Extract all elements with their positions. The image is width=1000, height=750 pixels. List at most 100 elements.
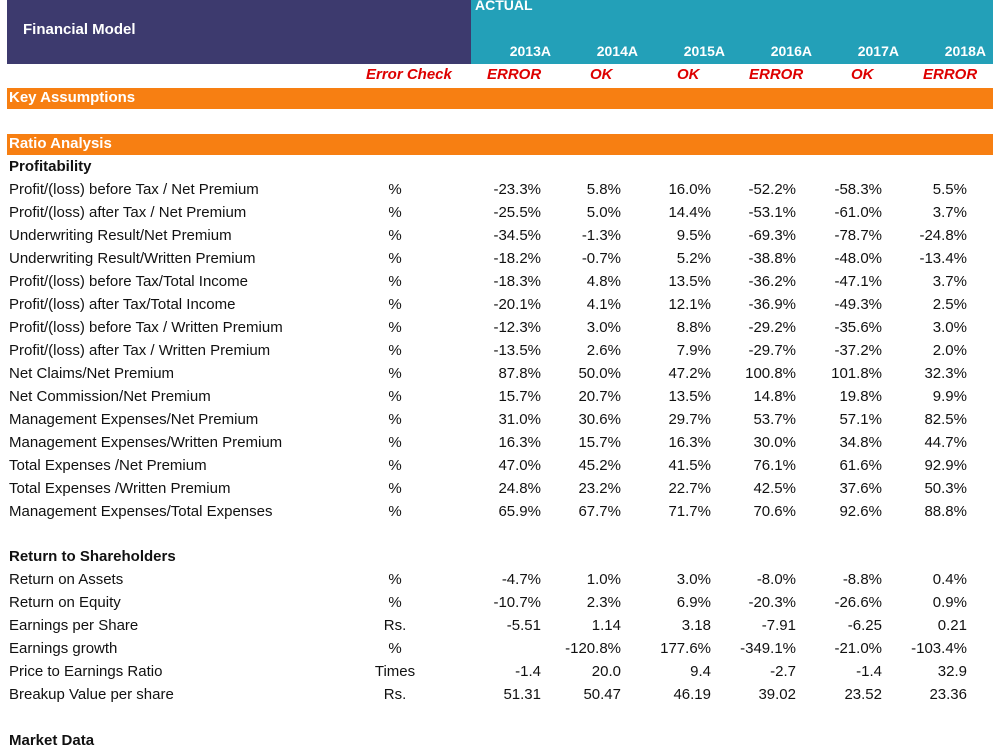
row-value: 9.4 bbox=[690, 663, 711, 680]
row-value: 92.9% bbox=[924, 457, 967, 474]
row-value: -103.4% bbox=[911, 640, 967, 657]
row-value: 8.8% bbox=[676, 319, 711, 336]
row-value: -49.3% bbox=[834, 296, 882, 313]
row-value: -12.3% bbox=[493, 319, 541, 336]
table-row: Profit/(loss) before Tax / Written Premi… bbox=[0, 317, 1000, 340]
row-value: 3.7% bbox=[932, 204, 967, 221]
table-row: Profit/(loss) after Tax/Total Income% -20… bbox=[0, 294, 1000, 317]
row-value: 2.5% bbox=[932, 296, 967, 313]
table-row: Profit/(loss) before Tax/Total Income% -1… bbox=[0, 271, 1000, 294]
row-value: -1.3% bbox=[581, 227, 621, 244]
row-value: -47.1% bbox=[834, 273, 882, 290]
table-row: Breakup Value per share Rs. 51.31 50.47 46.1… bbox=[0, 684, 1000, 707]
error-check-value: OK bbox=[590, 66, 613, 83]
table-row: Management Expenses/Total Expenses% 65.9%… bbox=[0, 501, 1000, 524]
row-value: 44.7% bbox=[924, 434, 967, 451]
row-value: -349.1% bbox=[740, 640, 796, 657]
table-row: Return on Assets% -4.7% 1.0% 3.0% -8.0% -8.8%… bbox=[0, 569, 1000, 592]
row-value: 0.9% bbox=[932, 594, 967, 611]
market-data-heading: Market Data bbox=[9, 732, 95, 749]
table-row: Management Expenses/Written Premium% 16.3… bbox=[0, 432, 1000, 455]
row-value: 15.7% bbox=[498, 388, 541, 405]
row-value: 5.2% bbox=[676, 250, 711, 267]
row-value: 4.1% bbox=[586, 296, 621, 313]
row-value: 92.6% bbox=[839, 503, 882, 520]
year-header: 2013A bbox=[509, 43, 551, 59]
row-value: 47.2% bbox=[668, 365, 711, 382]
row-unit: % bbox=[388, 365, 402, 382]
row-value: 0.4% bbox=[932, 571, 967, 588]
row-value: -21.0% bbox=[834, 640, 882, 657]
row-value: -48.0% bbox=[834, 250, 882, 267]
row-value: 32.3% bbox=[924, 365, 967, 382]
returns-heading: Return to Shareholders bbox=[9, 548, 176, 565]
row-value: 14.4% bbox=[668, 204, 711, 221]
row-value: -29.2% bbox=[748, 319, 796, 336]
actual-header-cell: ACTUAL 2013A 2014A 2015A 2016A 2017A 201… bbox=[471, 0, 993, 64]
ratio-analysis-label: Ratio Analysis bbox=[9, 135, 112, 152]
row-unit: % bbox=[388, 227, 402, 244]
row-label: Profit/(loss) after Tax/Total Income bbox=[9, 296, 236, 313]
year-header: 2017A bbox=[857, 43, 899, 59]
row-label: Return on Equity bbox=[9, 594, 121, 611]
year-header: 2015A bbox=[683, 43, 725, 59]
row-value: -78.7% bbox=[834, 227, 882, 244]
row-label: Total Expenses /Net Premium bbox=[9, 457, 207, 474]
year-header: 2018A bbox=[944, 43, 986, 59]
row-unit: Times bbox=[374, 663, 416, 680]
row-value: 5.8% bbox=[586, 181, 621, 198]
row-value: 9.5% bbox=[676, 227, 711, 244]
row-label: Breakup Value per share bbox=[9, 686, 174, 703]
row-value: 82.5% bbox=[924, 411, 967, 428]
row-unit: % bbox=[388, 571, 402, 588]
row-value: 50.0% bbox=[578, 365, 621, 382]
table-row: Net Claims/Net Premium% 87.8% 50.0% 47.2% 10… bbox=[0, 363, 1000, 386]
row-value: -5.51 bbox=[506, 617, 541, 634]
row-value: 1.0% bbox=[586, 571, 621, 588]
error-check-value: ERROR bbox=[923, 66, 978, 83]
error-check-value: ERROR bbox=[749, 66, 804, 83]
row-value: 29.7% bbox=[668, 411, 711, 428]
row-label: Profit/(loss) before Tax/Total Income bbox=[9, 273, 248, 290]
row-value: 177.6% bbox=[660, 640, 711, 657]
row-value: 76.1% bbox=[753, 457, 796, 474]
row-unit: % bbox=[388, 181, 402, 198]
row-value: -34.5% bbox=[493, 227, 541, 244]
row-value: 23.52 bbox=[844, 686, 882, 703]
row-unit: % bbox=[388, 273, 402, 290]
row-value: -13.5% bbox=[493, 342, 541, 359]
row-label: Management Expenses/Total Expenses bbox=[9, 503, 273, 520]
row-value: 15.7% bbox=[578, 434, 621, 451]
row-value: 3.7% bbox=[932, 273, 967, 290]
row-label: Net Commission/Net Premium bbox=[9, 388, 211, 405]
row-value: 13.5% bbox=[668, 388, 711, 405]
row-unit: % bbox=[388, 480, 402, 497]
row-value: 42.5% bbox=[753, 480, 796, 497]
row-value: -6.25 bbox=[847, 617, 882, 634]
row-value: -26.6% bbox=[834, 594, 882, 611]
row-value: 7.9% bbox=[676, 342, 711, 359]
table-row: Management Expenses/Net Premium% 31.0% 30.… bbox=[0, 409, 1000, 432]
row-label: Earnings per Share bbox=[9, 617, 139, 634]
row-value: 32.9 bbox=[937, 663, 967, 680]
row-value: 14.8% bbox=[753, 388, 796, 405]
row-value: -20.1% bbox=[493, 296, 541, 313]
row-value: -53.1% bbox=[748, 204, 796, 221]
row-unit: % bbox=[388, 204, 402, 221]
model-title: Financial Model bbox=[23, 21, 136, 38]
row-unit: % bbox=[388, 434, 402, 451]
row-value: 88.8% bbox=[924, 503, 967, 520]
row-value: -1.4 bbox=[856, 663, 882, 680]
row-value: -10.7% bbox=[493, 594, 541, 611]
row-value: 34.8% bbox=[839, 434, 882, 451]
row-value: 47.0% bbox=[498, 457, 541, 474]
row-value: 2.3% bbox=[586, 594, 621, 611]
row-label: Management Expenses/Net Premium bbox=[9, 411, 259, 428]
row-value: -120.8% bbox=[565, 640, 621, 657]
table-row: Earnings growth% -120.8% 177.6% -349.1% -21.… bbox=[0, 638, 1000, 661]
table-row: Underwriting Result/Written Premium% -18.… bbox=[0, 248, 1000, 271]
row-value: -52.2% bbox=[748, 181, 796, 198]
row-value: 5.0% bbox=[586, 204, 621, 221]
row-value: -24.8% bbox=[919, 227, 967, 244]
key-assumptions-band: Key Assumptions bbox=[7, 88, 993, 109]
